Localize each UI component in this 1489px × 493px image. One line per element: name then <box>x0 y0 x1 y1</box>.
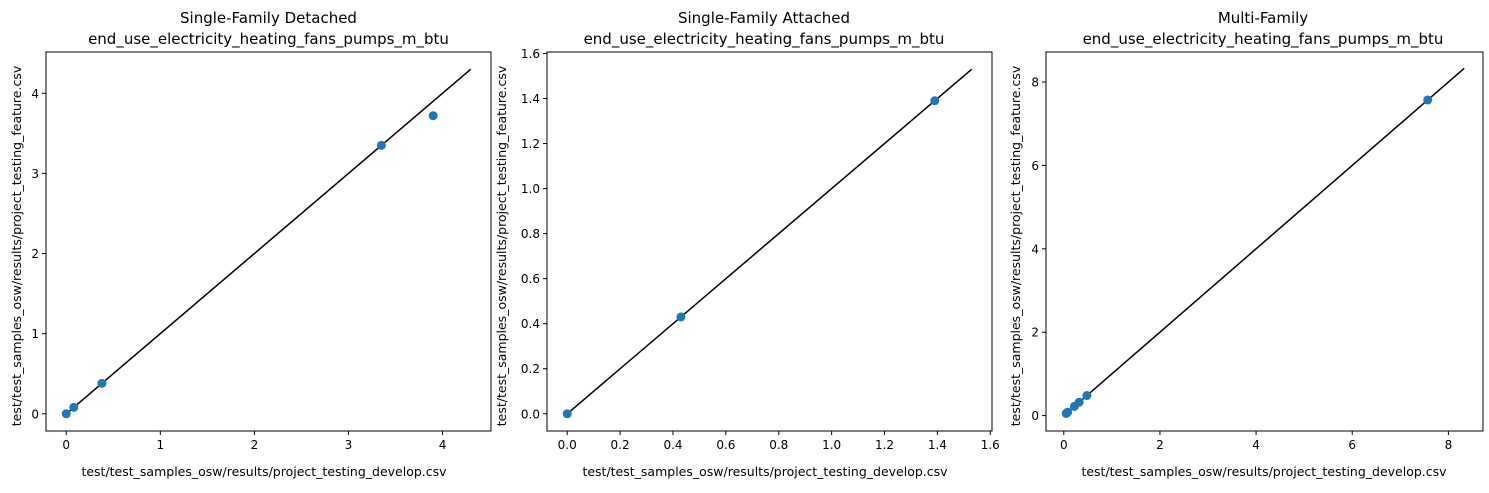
x-tick-label: 1 <box>156 438 164 452</box>
x-tick-label: 2 <box>251 438 259 452</box>
y-tick-label: 0.0 <box>521 407 540 421</box>
y-tick-label: 8 <box>1031 76 1039 90</box>
y-tick-label: 0 <box>1031 409 1039 423</box>
y-tick-label: 0.4 <box>521 317 540 331</box>
axes-frame <box>45 51 492 432</box>
x-tick-label: 1.4 <box>928 438 947 452</box>
identity-line <box>566 68 973 415</box>
data-point <box>1082 391 1092 401</box>
chart-subtitle: end_use_electricity_heating_fans_pumps_m… <box>1083 30 1444 49</box>
data-point <box>1074 397 1084 407</box>
x-tick-label: 0.8 <box>769 438 788 452</box>
x-tick-label: 8 <box>1445 438 1453 452</box>
y-tick-label: 1.2 <box>521 137 540 151</box>
y-tick-label: 2 <box>31 247 39 261</box>
x-tick-label: 0.4 <box>663 438 682 452</box>
x-tick-label: 0.2 <box>611 438 630 452</box>
y-tick-label: 1.4 <box>521 92 540 106</box>
panel-single-family-detached: Single-Family Detached end_use_electrici… <box>9 9 492 479</box>
data-point <box>930 96 940 106</box>
y-tick-label: 0 <box>31 407 39 421</box>
chart-title: Single-Family Attached <box>678 9 850 27</box>
x-tick-label: 4 <box>439 438 447 452</box>
x-tick-label: 2 <box>1156 438 1164 452</box>
y-tick-label: 1 <box>31 327 39 341</box>
panel-single-family-attached: Single-Family Attached end_use_electrici… <box>494 9 1000 479</box>
x-tick-label: 6 <box>1348 438 1356 452</box>
y-axis-label: test/test_samples_osw/results/project_te… <box>1008 65 1023 426</box>
x-axis-label: test/test_samples_osw/results/project_te… <box>582 464 948 479</box>
x-tick-label: 0.6 <box>716 438 735 452</box>
x-tick-label: 1.6 <box>981 438 1000 452</box>
data-point <box>97 378 107 388</box>
data-point <box>1063 407 1073 417</box>
y-tick-label: 1.6 <box>521 47 540 61</box>
y-tick-label: 4 <box>1031 242 1039 256</box>
y-axis-label: test/test_samples_osw/results/project_te… <box>494 65 509 426</box>
x-axis-label: test/test_samples_osw/results/project_te… <box>81 464 447 479</box>
chart-title: Single-Family Detached <box>180 9 357 27</box>
x-tick-label: 0 <box>62 438 70 452</box>
plot-area: 0 2 4 6 8 0 2 4 6 8 <box>1031 51 1484 452</box>
plot-area: 0 1 2 3 4 0 1 2 3 4 <box>31 51 492 452</box>
y-axis-label: test/test_samples_osw/results/project_te… <box>9 65 24 426</box>
chart-subtitle: end_use_electricity_heating_fans_pumps_m… <box>584 30 945 49</box>
y-tick-label: 0.8 <box>521 227 540 241</box>
identity-line <box>65 68 472 415</box>
x-tick-label: 3 <box>345 438 353 452</box>
panel-multi-family: Multi-Family end_use_electricity_heating… <box>1008 9 1484 479</box>
data-point <box>1423 95 1433 105</box>
x-tick-label: 1.0 <box>822 438 841 452</box>
x-tick-label: 0.0 <box>558 438 577 452</box>
chart-title: Multi-Family <box>1218 9 1308 27</box>
data-point <box>61 409 71 419</box>
data-point <box>562 409 572 419</box>
y-tick-label: 1.0 <box>521 182 540 196</box>
data-point <box>69 402 79 412</box>
data-point <box>376 140 386 150</box>
y-tick-label: 4 <box>31 87 39 101</box>
x-axis-label: test/test_samples_osw/results/project_te… <box>1081 464 1447 479</box>
axes-frame <box>1045 51 1484 432</box>
plot-area: 0.0 0.2 0.4 0.6 0.8 1.0 1.2 1.4 1.6 0.0 0.2 0.4 0.6 0… <box>521 47 1000 452</box>
chart-subtitle: end_use_electricity_heating_fans_pumps_m… <box>88 30 449 49</box>
y-tick-label: 3 <box>31 167 39 181</box>
y-tick-label: 6 <box>1031 159 1039 173</box>
x-tick-label: 1.2 <box>875 438 894 452</box>
y-tick-label: 0.2 <box>521 362 540 376</box>
axes-frame <box>546 51 993 432</box>
x-tick-label: 0 <box>1060 438 1068 452</box>
data-point <box>676 312 686 322</box>
y-tick-label: 0.6 <box>521 272 540 286</box>
identity-line <box>1065 67 1465 415</box>
data-point <box>428 111 438 121</box>
y-tick-label: 2 <box>1031 326 1039 340</box>
x-tick-label: 4 <box>1252 438 1260 452</box>
